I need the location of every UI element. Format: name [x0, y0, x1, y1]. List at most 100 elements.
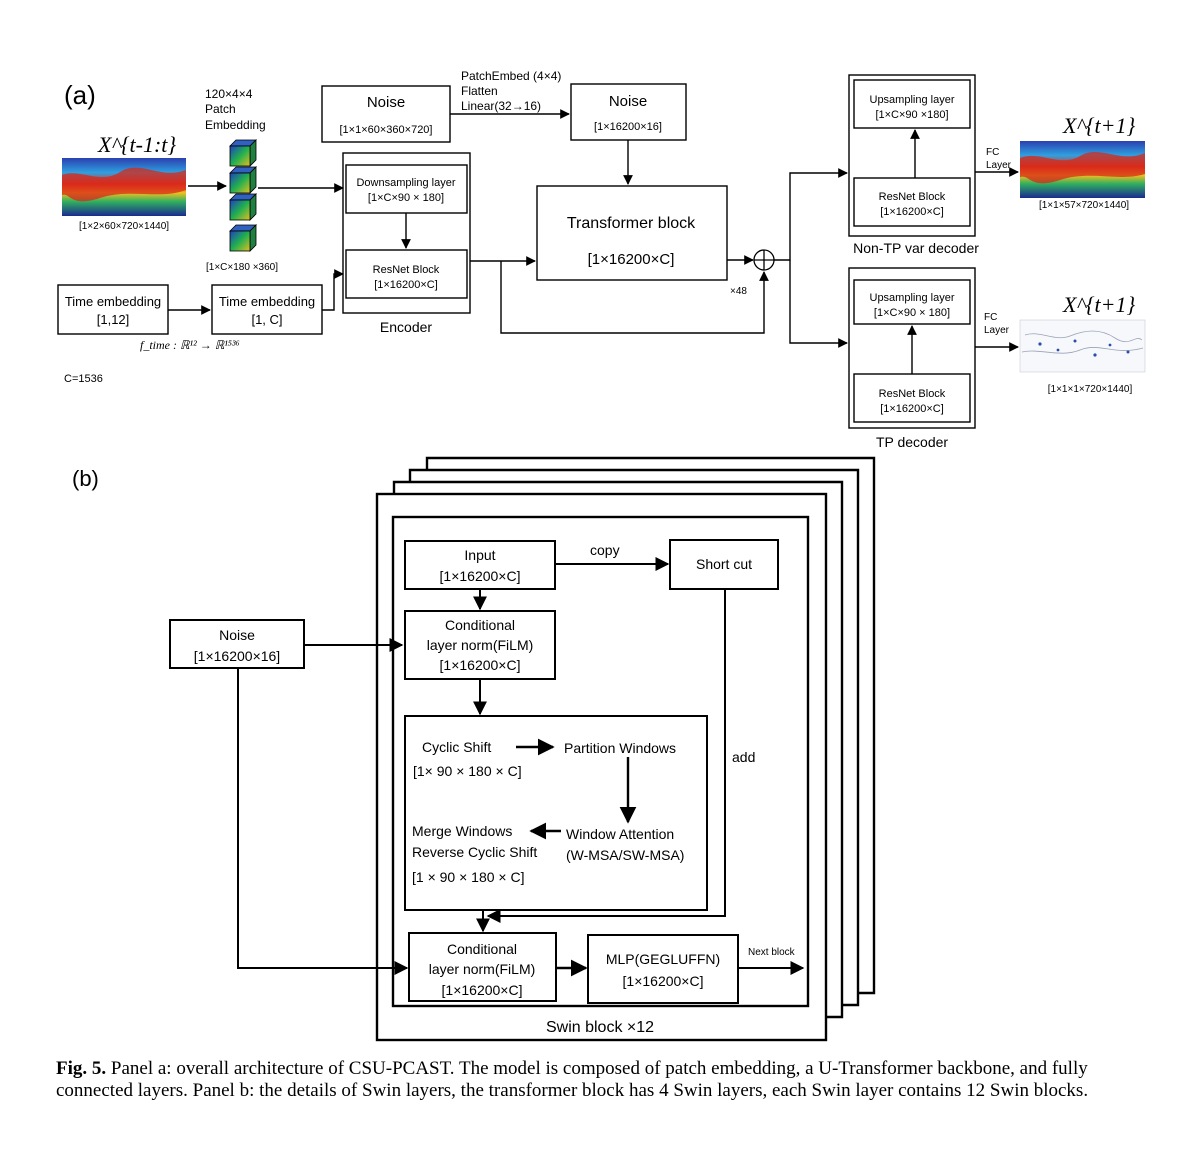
time-embedding-1-title: Time embedding: [65, 294, 161, 309]
decoder-1-box: [848, 74, 976, 237]
encoder-box: [342, 152, 471, 314]
output-2-var: X^{t+1}: [1062, 292, 1135, 317]
swin-block-label: Swin block ×12: [546, 1019, 654, 1036]
input-var-label: X^{t-1:t}: [97, 132, 176, 157]
swin-layer-stack-4: [425, 456, 876, 995]
patch-cubes-icon: [229, 139, 257, 252]
time-embedding-2-dims: [1, C]: [251, 312, 282, 327]
caption-fig-label: Fig. 5.: [56, 1058, 107, 1079]
caption-text: Panel a: overall architecture of CSU-PCA…: [56, 1058, 1089, 1101]
input-dims: [1×16200×C]: [440, 568, 521, 584]
cln1-line3: [1×16200×C]: [440, 657, 521, 673]
input-field-texture: [62, 167, 186, 202]
decoder-1-upsampling: [853, 79, 971, 129]
arrow-sum-to-dec1: [774, 168, 848, 261]
cln1-line2: layer norm(FiLM): [427, 637, 534, 653]
window-attention-box: [404, 715, 708, 911]
cln2-line1: Conditional: [447, 941, 517, 957]
partition-windows-label: Partition Windows: [564, 740, 676, 756]
encoder-downsampling-title: Downsampling layer: [356, 177, 455, 189]
encoder-label: Encoder: [380, 319, 432, 335]
merge-dims: [1 × 90 × 180 × C]: [412, 869, 524, 885]
cln2-line3: [1×16200×C]: [442, 982, 523, 998]
output-1-dims: [1×1×57×720×1440]: [1039, 200, 1129, 211]
input-dims: [1×2×60×720×1440]: [79, 221, 169, 232]
sum-node-icon: [753, 249, 775, 271]
input-title: Input: [464, 547, 495, 563]
decoder-2-label: TP decoder: [876, 434, 948, 450]
noise-proc-line2: Flatten: [461, 84, 498, 98]
noise-2-dims: [1×16200×16]: [594, 121, 662, 133]
wmsa-label: (W-MSA/SW-MSA): [566, 847, 684, 863]
next-block-label: Next block: [748, 947, 796, 958]
transformer-block: [536, 185, 728, 281]
patch-embed-size: 120×4×4: [205, 87, 253, 101]
noise-title: Noise: [219, 627, 255, 643]
arrow-time2-to-encoder: [322, 269, 344, 311]
patch-embed-label: Patch: [205, 102, 236, 116]
arrow-noise-to-cln2: [237, 668, 409, 975]
transformer-title: Transformer block: [567, 215, 696, 232]
noise-proc-line3: Linear(32→16): [461, 99, 541, 113]
time-embedding-1-dims: [1,12]: [97, 312, 130, 327]
encoder-downsampling-dims: [1×C×90 × 180]: [368, 192, 444, 204]
shortcut-label: Short cut: [696, 556, 752, 572]
patch-embed-label2: Embedding: [205, 118, 266, 132]
output-2-dims: [1×1×1×720×1440]: [1048, 384, 1133, 395]
c-value-label: C=1536: [64, 373, 103, 385]
patch-dims: [1×C×180 ×360]: [206, 262, 278, 273]
encoder-resnet: [345, 249, 468, 299]
swin-layer-stack-3: [408, 468, 860, 1007]
repeat-label: ×48: [730, 286, 747, 297]
cyclic-dims: [1× 90 × 180 × C]: [413, 763, 522, 779]
panel-b-label: (b): [72, 466, 99, 491]
merge-windows-label: Merge Windows: [412, 823, 512, 839]
decoder-1-label: Non-TP var decoder: [853, 240, 979, 256]
cln2-line2: layer norm(FiLM): [429, 961, 536, 977]
swin-layer-stack-2: [392, 480, 844, 1019]
swin-layer-box: [375, 492, 828, 1042]
copy-label: copy: [590, 542, 620, 558]
decoder-2-resnet-dims: [1×16200×C]: [880, 403, 944, 415]
arrow-add: [486, 589, 726, 923]
noise-1-dims: [1×1×60×360×720]: [340, 124, 433, 136]
f-time-label: f_time : ℝ¹² → ℝ¹⁵³⁶: [140, 338, 240, 352]
swin-block-box: [391, 515, 810, 1008]
mlp-title: MLP(GEGLUFFN): [606, 951, 720, 967]
panel-a-label: (a): [64, 80, 96, 110]
decoder-1-resnet: [853, 177, 971, 227]
decoder-1-resnet-dims: [1×16200×C]: [880, 206, 944, 218]
noise-2-title: Noise: [609, 93, 647, 110]
time-embedding-2-title: Time embedding: [219, 294, 315, 309]
encoder-downsampling: [345, 164, 468, 214]
noise-dims: [1×16200×16]: [194, 648, 280, 664]
output-1-texture: [1020, 152, 1145, 184]
encoder-resnet-dims: [1×16200×C]: [374, 279, 438, 291]
arrow-skip-connection: [500, 261, 769, 334]
decoder-1-upsampling-dims: [1×C×90 ×180]: [875, 109, 948, 121]
decoder-2-box: [848, 267, 976, 429]
add-label: add: [732, 749, 755, 765]
decoder-1-resnet-title: ResNet Block: [879, 191, 946, 203]
encoder-resnet-title: ResNet Block: [373, 264, 440, 276]
decoder-2-upsampling-title: Upsampling layer: [870, 292, 955, 304]
cln1-line1: Conditional: [445, 617, 515, 633]
fc1-line2: Layer: [986, 160, 1012, 171]
decoder-2-resnet: [853, 373, 971, 423]
output-2-image: [1019, 319, 1146, 373]
decoder-2-upsampling: [853, 279, 971, 325]
figure-caption: Fig. 5. Panel a: overall architecture of…: [56, 1058, 1151, 1102]
reverse-cyclic-label: Reverse Cyclic Shift: [412, 844, 537, 860]
cyclic-shift-label: Cyclic Shift: [422, 739, 491, 755]
output-1-var: X^{t+1}: [1062, 113, 1135, 138]
window-attention-label: Window Attention: [566, 826, 674, 842]
decoder-1-upsampling-title: Upsampling layer: [870, 94, 955, 106]
noise-proc-line1: PatchEmbed (4×4): [461, 69, 561, 83]
noise-1-title: Noise: [367, 94, 405, 111]
arrow-sum-to-dec2: [789, 260, 848, 348]
decoder-2-resnet-title: ResNet Block: [879, 388, 946, 400]
fc2-line1: FC: [984, 312, 997, 323]
architecture-diagram: (a) X^{t-1:t} [1×2×60×720×1440] 120×4×4 …: [57, 69, 1146, 1042]
fc1-line1: FC: [986, 147, 999, 158]
mlp-dims: [1×16200×C]: [623, 973, 704, 989]
